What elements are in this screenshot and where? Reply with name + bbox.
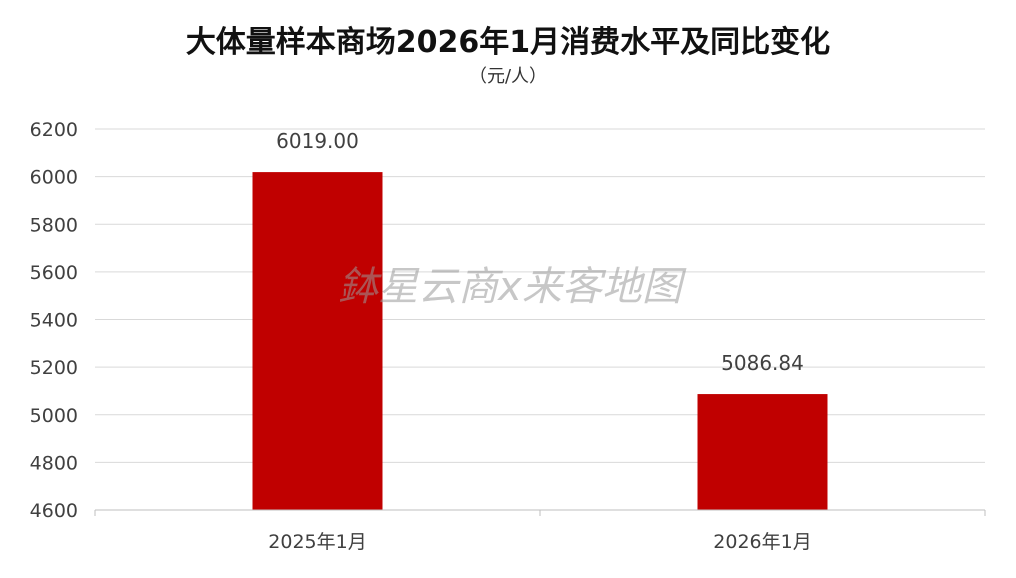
y-tick-label: 4600 bbox=[30, 500, 78, 522]
bar-value-label: 6019.00 bbox=[276, 129, 359, 153]
watermark: 鉢星云商x来客地图 bbox=[338, 264, 687, 310]
x-category-label: 2026年1月 bbox=[713, 531, 811, 553]
y-tick-label: 5200 bbox=[30, 357, 78, 379]
y-tick-label: 5000 bbox=[30, 405, 78, 427]
bar bbox=[697, 394, 828, 510]
bar-value-label: 5086.84 bbox=[721, 351, 804, 375]
bar bbox=[252, 172, 383, 510]
y-tick-label: 5400 bbox=[30, 310, 78, 332]
chart-title: 大体量样本商场2026年1月消费水平及同比变化 bbox=[186, 25, 830, 60]
x-axis: 2025年1月 2026年1月 bbox=[94, 509, 986, 553]
bars bbox=[252, 172, 828, 510]
y-tick-label: 4800 bbox=[30, 452, 78, 474]
data-labels: 6019.00 5086.84 bbox=[276, 129, 804, 375]
y-axis: 4600 4800 5000 5200 5400 5600 5800 6000 6200 bbox=[30, 119, 78, 522]
gridlines bbox=[95, 128, 985, 463]
chart-subtitle: （元/人） bbox=[469, 66, 547, 87]
y-tick-label: 6000 bbox=[30, 167, 78, 189]
y-tick-label: 5600 bbox=[30, 262, 78, 284]
x-category-label: 2025年1月 bbox=[268, 531, 366, 553]
y-tick-label: 6200 bbox=[30, 119, 78, 141]
y-tick-label: 5800 bbox=[30, 214, 78, 236]
